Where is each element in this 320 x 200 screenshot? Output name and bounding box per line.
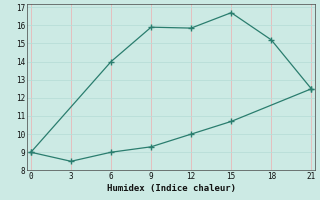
X-axis label: Humidex (Indice chaleur): Humidex (Indice chaleur) (107, 184, 236, 193)
